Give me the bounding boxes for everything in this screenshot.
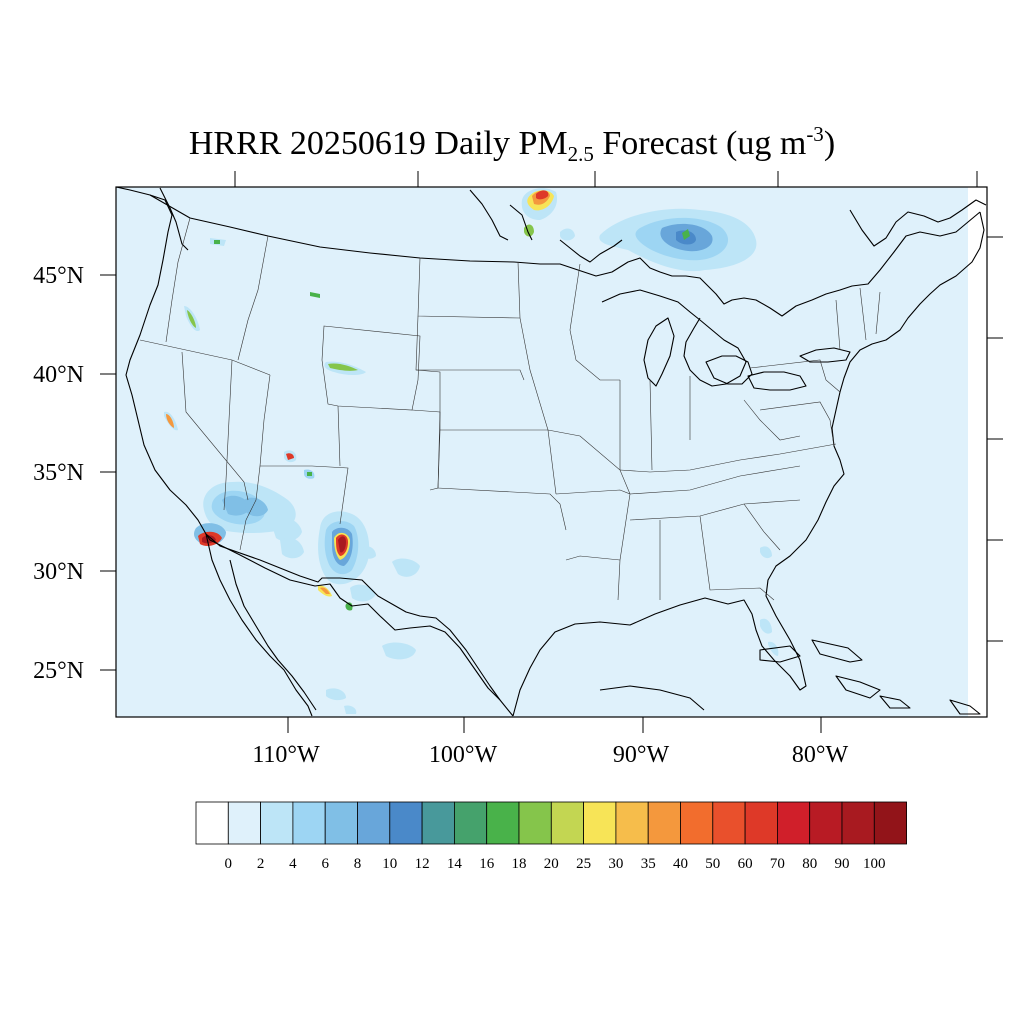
lon-label-80: 80°W [792, 742, 849, 768]
colorbar-label: 2 [257, 856, 265, 872]
map-boundaries [116, 187, 987, 717]
colorbar-swatch [615, 801, 649, 845]
colorbar-swatch [227, 801, 262, 845]
colorbar-swatch [809, 801, 843, 845]
colorbar-swatches [195, 801, 907, 845]
colorbar-label: 18 [512, 856, 527, 872]
colorbar-label: 80 [802, 856, 817, 872]
canada-coastline [116, 187, 987, 263]
lat-label-25: 25°N [33, 658, 84, 684]
page-title: HRRR 20250619 Daily PM2.5 Forecast (ug m… [188, 122, 836, 166]
colorbar-label: 0 [225, 856, 233, 872]
great-lakes [601, 289, 851, 391]
colorbar-swatch [841, 801, 875, 845]
colorbar-label: 90 [835, 856, 850, 872]
colorbar-swatch [680, 801, 714, 845]
us-canada-border [149, 194, 981, 317]
lat-label-40: 40°N [33, 362, 84, 388]
lat-label-30: 30°N [33, 559, 84, 585]
colorbar-label: 8 [354, 856, 362, 872]
caribbean-islands [759, 639, 981, 715]
southwest-small-fires [164, 238, 366, 611]
colorbar-swatch [421, 801, 455, 845]
manitoba-plume [521, 188, 575, 241]
colorbar-labels: 0 2 4 6 8 10 12 14 16 18 20 25 30 35 40 50 60 70 80 90 100 [225, 856, 886, 872]
colorbar-swatch [647, 801, 681, 845]
colorbar-swatch [453, 801, 488, 845]
colorbar-swatch [550, 801, 584, 845]
colorbar-swatch [260, 801, 294, 845]
colorbar-swatch [389, 801, 423, 845]
colorbar-label: 25 [576, 856, 591, 872]
colorbar-label: 12 [415, 856, 430, 872]
colorbar-label: 50 [705, 856, 720, 872]
colorbar-label: 70 [770, 856, 785, 872]
colorbar-swatch [324, 801, 358, 845]
colorbar-swatch [357, 801, 391, 845]
lat-label-35: 35°N [33, 460, 84, 486]
state-boundaries [139, 217, 881, 601]
mexico-coastline [205, 533, 705, 717]
colorbar-swatch [777, 801, 811, 845]
colorbar-label: 30 [608, 856, 623, 872]
map-background [116, 187, 987, 717]
colorbar-label: 35 [641, 856, 656, 872]
arizona-california-smoke [194, 481, 304, 559]
us-coastline [125, 194, 985, 717]
colorbar-label: 60 [738, 856, 753, 872]
colorbar-swatch [583, 801, 617, 845]
light-haze-patches [326, 546, 779, 714]
latitude-labels: 45°N 40°N 35°N 30°N 25°N [33, 263, 84, 684]
colorbar-swatch [292, 801, 326, 845]
colorbar-swatch [873, 801, 907, 845]
colorbar-label: 10 [382, 856, 397, 872]
colorbar-label: 4 [289, 856, 297, 872]
domain-edge-strip [968, 187, 987, 717]
colorbar-label: 100 [863, 856, 886, 872]
colorbar-swatch [518, 801, 552, 845]
colorbar: 0 2 4 6 8 10 12 14 16 18 20 25 30 35 40 50 60 70 80 90 100 [195, 801, 907, 872]
us-mexico-border [205, 533, 501, 701]
lon-label-100: 100°W [429, 742, 498, 768]
colorbar-swatch [195, 801, 229, 845]
colorbar-label: 20 [544, 856, 559, 872]
ontario-plume [599, 208, 757, 272]
colorbar-swatch [744, 801, 778, 845]
colorbar-label: 40 [673, 856, 688, 872]
lon-label-110: 110°W [252, 742, 320, 768]
lon-label-90: 90°W [613, 742, 670, 768]
colorbar-label: 16 [479, 856, 495, 872]
frame-ticks [100, 171, 1003, 733]
map-frame [115, 186, 988, 718]
lat-label-45: 45°N [33, 263, 84, 289]
longitude-labels: 110°W 100°W 90°W 80°W [252, 742, 848, 768]
colorbar-swatch [486, 801, 520, 845]
colorbar-label: 6 [321, 856, 329, 872]
pm25-concentration-layer [164, 188, 779, 714]
colorbar-swatch [712, 801, 746, 845]
colorbar-label: 14 [447, 856, 463, 872]
new-mexico-fire [318, 511, 420, 602]
